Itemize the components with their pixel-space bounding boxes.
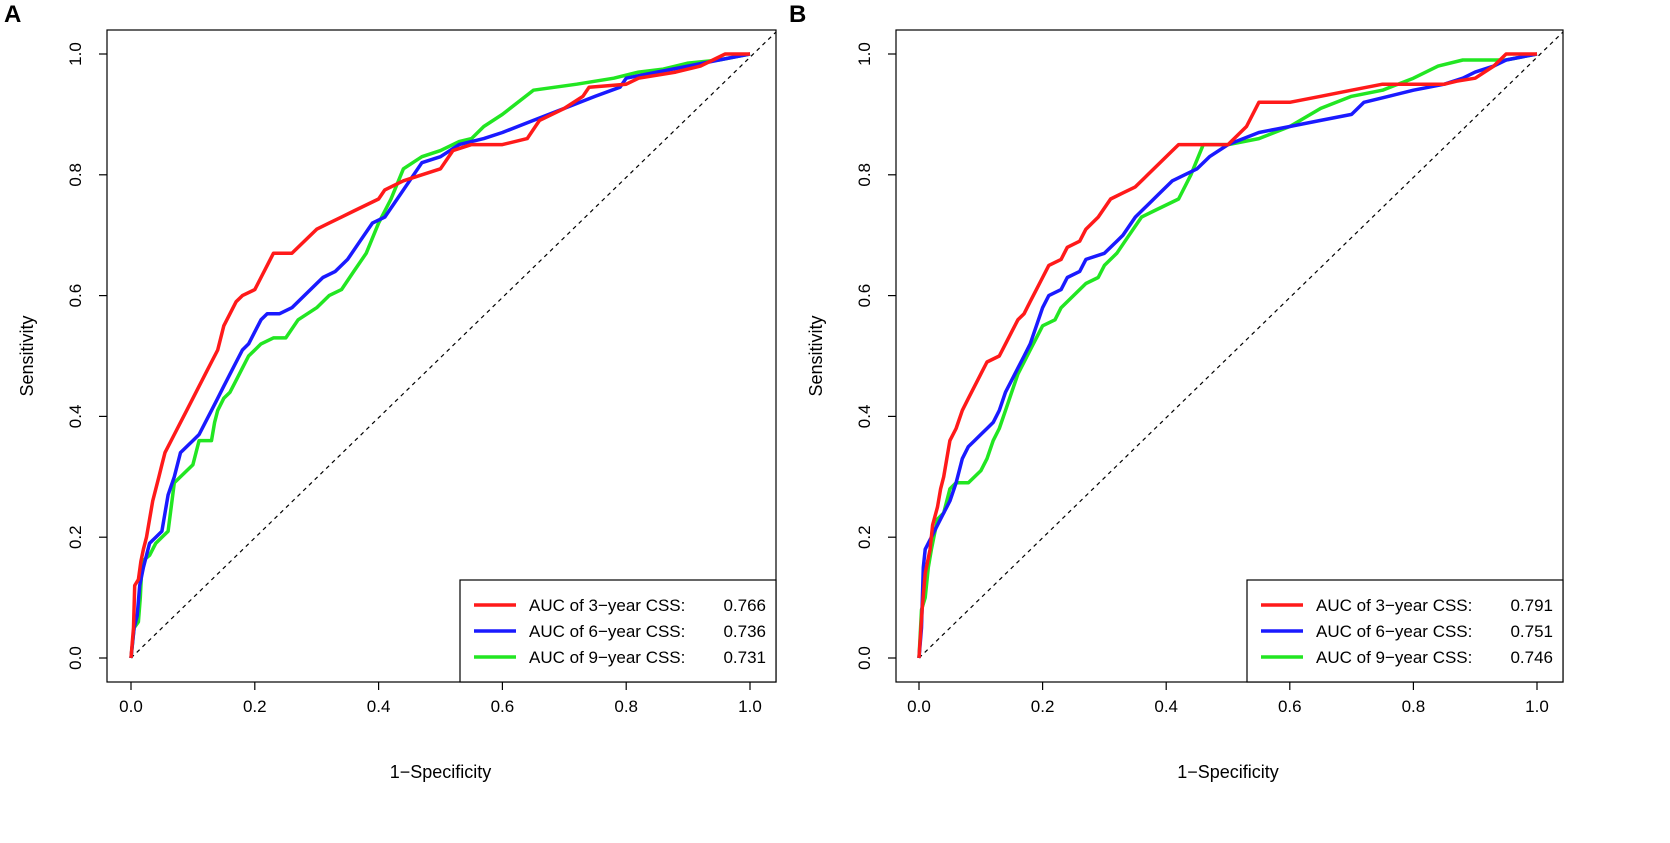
y-tick-label: 0.4 [855,405,874,429]
roc-curve-6yr [129,52,751,659]
x-tick-label: 0.6 [1278,697,1302,716]
roc-curve-9yr [129,52,751,659]
x-tick-label: 0.0 [119,697,143,716]
x-tick-label: 0.6 [491,697,515,716]
legend-label: AUC of 9−year CSS: [529,648,685,667]
x-axis-title: 1−Specificity [1177,762,1279,782]
y-tick-label: 0.6 [855,284,874,308]
x-tick-label: 0.0 [907,697,931,716]
legend-auc-value: 0.766 [723,596,766,615]
y-tick-label: 0.8 [855,163,874,187]
y-tick-label: 0.6 [66,284,85,308]
plot-frame [106,29,777,683]
roc-curve-3yr [129,52,750,659]
legend-label: AUC of 9−year CSS: [1316,648,1472,667]
x-tick-label: 0.8 [614,697,638,716]
legend-label: AUC of 6−year CSS: [1316,622,1472,641]
y-tick-label: 0.4 [66,405,85,429]
y-axis-title: Sensitivity [806,315,826,396]
y-tick-label: 0.2 [66,525,85,549]
y-tick-label: 1.0 [66,42,85,66]
panel-A: A 0.0 0.2 0.4 0.6 0.8 1.0 0.0 0.2 0.4 0.6 0.8 1.0 1−S… [4,1,777,782]
y-tick-label: 0.0 [66,646,85,670]
legend: AUC of 3−year CSS: 0.766 AUC of 6−year CSS… [459,579,777,683]
panel-B: B 0.0 0.2 0.4 0.6 0.8 1.0 0.0 0.2 0.4 0.6 0.8 1.0 1−S… [789,1,1564,782]
panel-letter: B [789,1,806,28]
y-axis-title: Sensitivity [17,315,37,396]
x-tick-label: 0.4 [367,697,391,716]
x-axis-title: 1−Specificity [390,762,492,782]
legend-label: AUC of 3−year CSS: [1316,596,1472,615]
x-tick-label: 0.4 [1154,697,1178,716]
legend-auc-value: 0.746 [1510,648,1553,667]
x-tick-label: 0.8 [1402,697,1426,716]
reference-diagonal [918,31,1564,659]
plot-frame [895,29,1564,683]
y-tick-label: 0.8 [66,163,85,187]
panel-letter: A [4,1,21,28]
y-tick-label: 1.0 [855,42,874,66]
legend-auc-value: 0.736 [723,622,766,641]
legend-auc-value: 0.731 [723,648,766,667]
legend: AUC of 3−year CSS: 0.791 AUC of 6−year CSS… [1246,579,1564,683]
roc-curve-6yr [917,52,1538,659]
x-tick-label: 0.2 [1031,697,1055,716]
y-tick-label: 0.0 [855,646,874,670]
roc-curve-3yr [917,52,1537,659]
x-tick-label: 1.0 [1525,697,1549,716]
reference-diagonal [130,31,777,659]
legend-auc-value: 0.751 [1510,622,1553,641]
x-tick-label: 0.2 [243,697,267,716]
y-tick-label: 0.2 [855,525,874,549]
legend-label: AUC of 3−year CSS: [529,596,685,615]
legend-auc-value: 0.791 [1510,596,1553,615]
legend-label: AUC of 6−year CSS: [529,622,685,641]
x-tick-label: 1.0 [738,697,762,716]
